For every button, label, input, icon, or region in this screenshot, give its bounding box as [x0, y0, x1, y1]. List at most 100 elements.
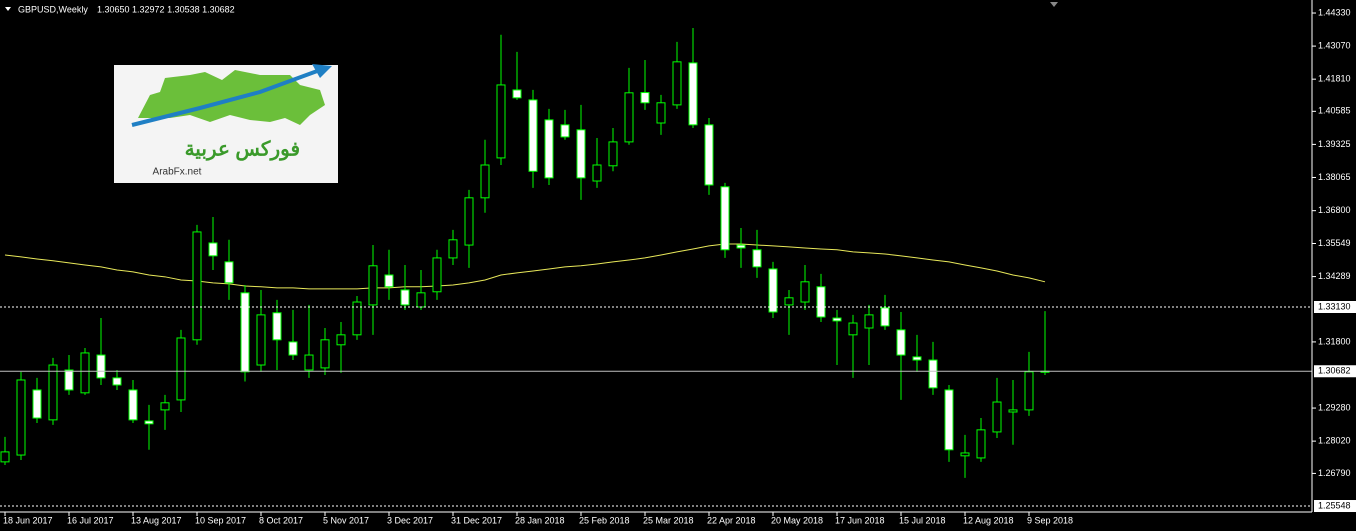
candle-body — [976, 429, 986, 459]
candle-body — [368, 265, 378, 306]
x-tick-label: 25 Mar 2018 — [643, 515, 694, 525]
candle-body — [784, 297, 794, 306]
candle-body — [432, 257, 442, 293]
candle-body — [160, 402, 170, 411]
candle-body — [128, 389, 138, 421]
candle-body — [864, 314, 874, 329]
candle-body — [512, 89, 522, 99]
candle-body — [592, 164, 602, 182]
candle-body — [32, 389, 42, 419]
candle-body — [480, 164, 490, 199]
candle-body — [304, 354, 314, 371]
candle-body — [832, 317, 842, 322]
y-tick-label: 1.44330 — [1318, 7, 1351, 17]
candle-body — [352, 301, 362, 336]
candle-body — [176, 337, 186, 401]
x-tick-label: 31 Dec 2017 — [451, 515, 502, 525]
y-tick-label: 1.41810 — [1318, 74, 1351, 84]
candle-body — [624, 92, 634, 143]
candle-body — [848, 322, 858, 336]
candle-body — [896, 329, 906, 356]
plot-area — [0, 27, 1312, 507]
candle-body — [288, 341, 298, 356]
candle-body — [560, 124, 570, 138]
candle-body — [16, 379, 26, 456]
y-tick-label: 1.35549 — [1318, 238, 1351, 248]
candle-body — [48, 364, 58, 421]
candle-body — [640, 92, 650, 104]
candle-body — [800, 281, 810, 303]
x-tick-label: 8 Oct 2017 — [259, 515, 303, 525]
x-tick-label: 18 Jun 2017 — [3, 515, 53, 525]
candle-body — [576, 129, 586, 179]
x-tick-label: 20 May 2018 — [771, 515, 823, 525]
candle-body — [688, 62, 698, 126]
candle-body — [400, 289, 410, 306]
candle-body — [672, 61, 682, 106]
price-label: 1.33130 — [1318, 301, 1351, 311]
price-label: 1.25548 — [1318, 500, 1351, 510]
candle-body — [208, 242, 218, 257]
shift-marker — [1050, 2, 1058, 7]
price-label-box — [1314, 365, 1356, 378]
chart-title: GBPUSD,Weekly — [18, 4, 88, 14]
candle-body — [384, 274, 394, 288]
y-tick-label: 1.31800 — [1318, 336, 1351, 346]
y-tick-label: 1.36800 — [1318, 205, 1351, 215]
candle-body — [608, 141, 618, 167]
y-tick-label: 1.34289 — [1318, 271, 1351, 281]
moving-average — [4, 243, 1046, 290]
candle-body — [768, 268, 778, 313]
y-tick-label: 1.29280 — [1318, 402, 1351, 412]
x-tick-label: 16 Jul 2017 — [67, 515, 114, 525]
candle-body — [528, 99, 538, 172]
candle-body — [656, 102, 666, 124]
candle-body — [880, 307, 890, 327]
x-tick-label: 13 Aug 2017 — [131, 515, 182, 525]
candle-body — [736, 244, 746, 249]
candle-body — [448, 239, 458, 259]
y-tick-label: 1.39325 — [1318, 139, 1351, 149]
price-label: 1.30682 — [1318, 366, 1351, 376]
logo-site: ArabFx.net — [153, 167, 202, 178]
candle-body — [1024, 371, 1034, 411]
candle-body — [192, 231, 202, 341]
ohlc-info: 1.30650 1.32972 1.30538 1.30682 — [97, 4, 235, 14]
candle-body — [704, 124, 714, 186]
x-tick-label: 12 Aug 2018 — [963, 515, 1014, 525]
candle-body — [336, 334, 346, 346]
candle-body — [960, 452, 970, 457]
candle-body — [240, 292, 250, 373]
candle-body — [992, 401, 1002, 433]
x-tick-label: 22 Apr 2018 — [707, 515, 756, 525]
price-label-box — [1314, 301, 1356, 314]
candle-body — [256, 314, 266, 366]
candle-body — [112, 377, 122, 386]
x-tick-label: 15 Jul 2018 — [899, 515, 946, 525]
candle-body — [1008, 409, 1018, 413]
candle-body — [816, 286, 826, 318]
candle-body — [464, 197, 474, 246]
candle-body — [80, 352, 90, 394]
candle-body — [224, 261, 234, 284]
x-tick-label: 25 Feb 2018 — [579, 515, 630, 525]
candle-body — [416, 292, 426, 308]
logo-arabic: فوركس عربية — [185, 138, 300, 161]
candle-body — [96, 354, 106, 379]
candle-body — [496, 84, 506, 159]
candle-body — [720, 186, 730, 251]
menu-arrow — [5, 7, 11, 11]
x-tick-label: 9 Sep 2018 — [1027, 515, 1073, 525]
x-tick-label: 3 Dec 2017 — [387, 515, 433, 525]
x-tick-label: 28 Jan 2018 — [515, 515, 565, 525]
candle-body — [752, 249, 762, 268]
candle-body — [64, 369, 74, 391]
candle-body — [912, 356, 922, 361]
x-tick-label: 10 Sep 2017 — [195, 515, 246, 525]
price-label-box — [1314, 500, 1356, 513]
x-tick-label: 17 Jun 2018 — [835, 515, 885, 525]
candle-body — [272, 312, 282, 341]
candle-body — [544, 119, 554, 179]
logo-arrowhead — [312, 64, 332, 78]
